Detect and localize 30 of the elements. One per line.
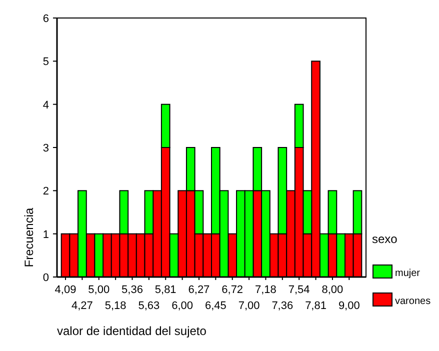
x-tick-label: 5,81 — [154, 284, 176, 296]
x-tick-label: 4,27 — [71, 300, 93, 312]
legend-label: varones — [395, 296, 431, 307]
x-tick-label: 8,00 — [322, 284, 344, 296]
x-tick-label: 5,18 — [104, 300, 126, 312]
legend-title: sexo — [372, 232, 398, 246]
x-tick-label: 9,00 — [338, 300, 360, 312]
y-tick-label: 6 — [42, 13, 49, 25]
x-tick-label: 7,54 — [288, 284, 310, 296]
x-tick-label: 4,09 — [54, 284, 76, 296]
y-tick-label: 1 — [42, 228, 49, 241]
x-tick-label: 5,63 — [138, 300, 160, 312]
y-axis-title: Frecuencia — [22, 208, 36, 268]
x-tick-label: 7,81 — [305, 300, 326, 312]
x-tick-label: 5,00 — [88, 284, 110, 296]
x-tick-label: 6,72 — [222, 284, 244, 296]
x-tick-label: 6,27 — [188, 284, 210, 296]
y-tick-label: 4 — [42, 99, 49, 112]
legend-label: mujer — [395, 268, 421, 279]
x-tick-label: 7,18 — [255, 284, 276, 296]
y-tick-label: 0 — [42, 272, 49, 284]
x-tick-label: 7,00 — [238, 300, 260, 312]
y-tick-label: 2 — [42, 186, 49, 198]
y-tick-label: 5 — [42, 56, 49, 68]
x-tick-label: 6,45 — [204, 300, 226, 312]
y-tick-label: 3 — [42, 142, 49, 154]
x-tick-label: 7,36 — [272, 300, 294, 312]
x-tick-label: 5,36 — [122, 284, 143, 296]
x-axis-title: valor de identidad del sujeto — [57, 324, 207, 338]
x-tick-label: 6,00 — [172, 300, 194, 312]
